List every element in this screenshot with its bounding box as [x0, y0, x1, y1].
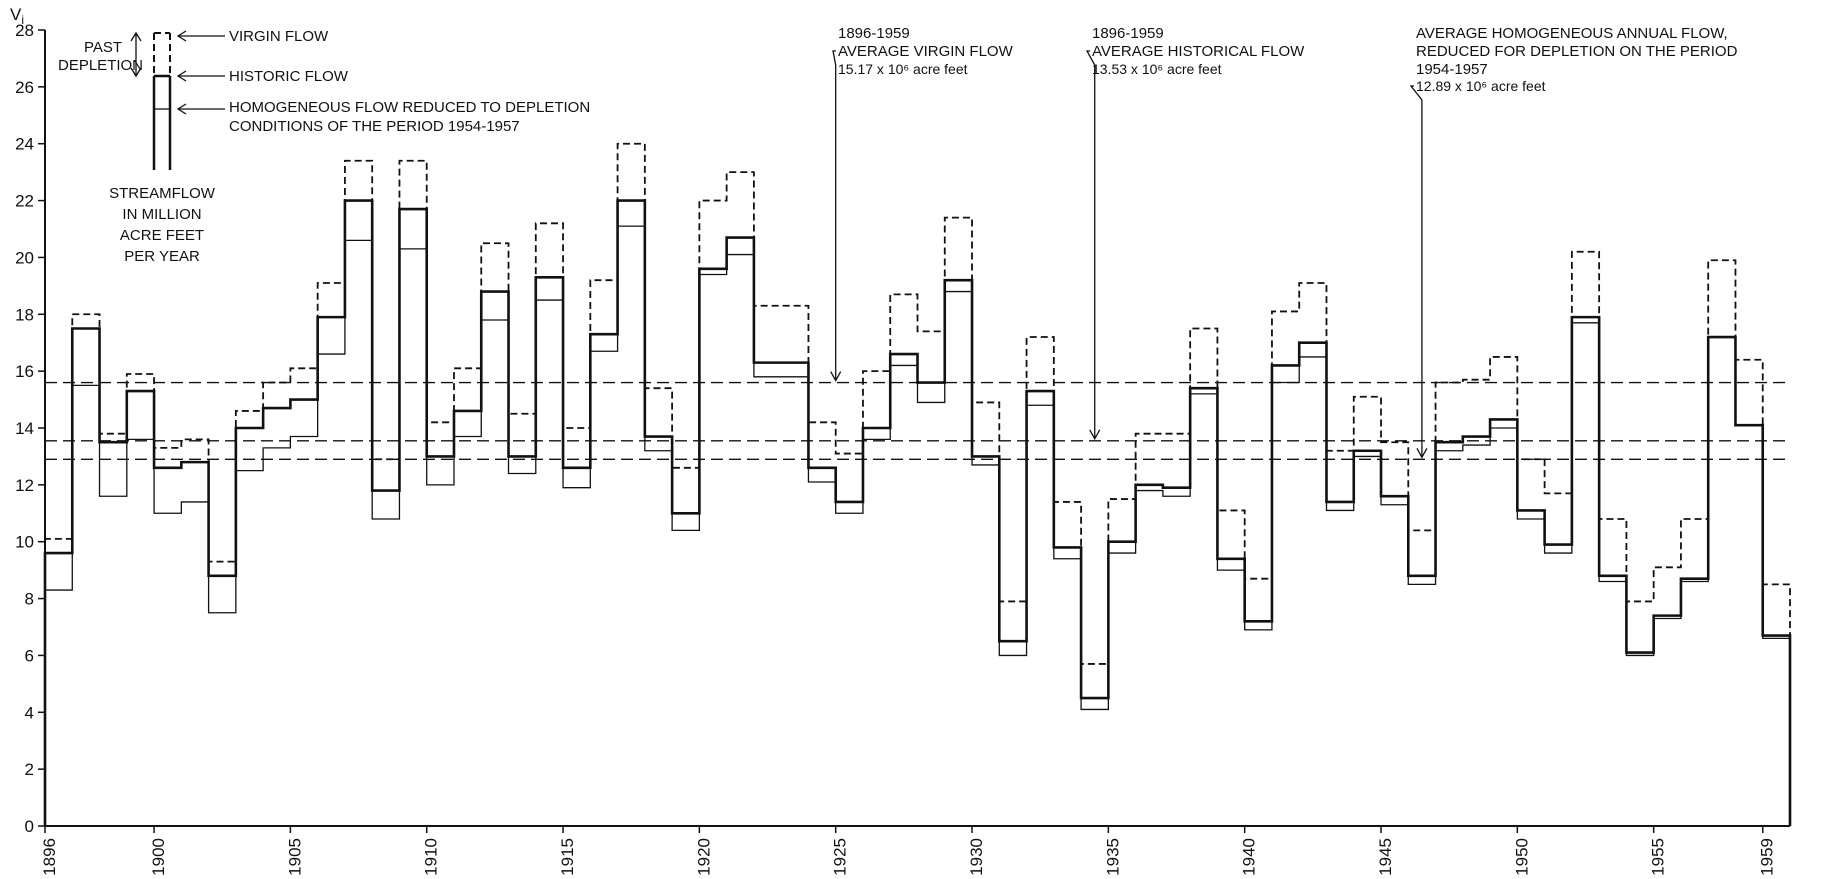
y-tick-label: 8	[25, 590, 34, 609]
annotation-historic-period: 1896-1959	[1092, 25, 1164, 42]
annotation-virgin-period: 1896-1959	[838, 25, 910, 42]
x-tick-label: 1959	[1758, 838, 1777, 876]
y-tick-label: 4	[25, 703, 34, 722]
legend-depletion-arrow-up	[130, 31, 142, 42]
annotation-historic-leader	[1085, 50, 1096, 439]
legend-historic-bar	[152, 74, 172, 170]
legend-homog-pointer-head	[176, 103, 187, 115]
annotation-homog-leader	[1409, 85, 1423, 458]
legend-homog-label-2: CONDITIONS OF THE PERIOD 1954-1957	[229, 118, 520, 135]
annotation-historic-average: 1896-1959 AVERAGE HISTORICAL FLOW 13.53 …	[1085, 25, 1305, 441]
y-tick-label: 24	[15, 135, 34, 154]
y-tick-label: 0	[25, 817, 34, 836]
series-line-dashed	[44, 142, 1791, 826]
x-tick-label: 1950	[1512, 838, 1531, 876]
series-line-solid-bold	[43, 199, 1792, 826]
series-group	[43, 142, 1792, 826]
annotation-historic-value: 13.53 x 10⁶ acre feet	[1092, 61, 1222, 77]
x-tick-label: 1905	[285, 838, 304, 876]
legend-virgin-pointer-head	[176, 30, 187, 42]
annotations: 1896-1959 AVERAGE VIRGIN FLOW 15.17 x 10…	[830, 25, 1738, 459]
legend-units-4: PER YEAR	[124, 248, 200, 265]
annotation-virgin-value: 15.17 x 10⁶ acre feet	[838, 61, 968, 77]
y-axis-symbol: Vi	[10, 5, 24, 27]
series-line-solid-thin	[44, 225, 1791, 826]
annotation-virgin-arrowhead	[830, 371, 842, 382]
x-tick-label: 1920	[694, 838, 713, 876]
y-tick-label: 6	[25, 646, 34, 665]
annotation-homog-period: 1954-1957	[1416, 61, 1488, 78]
x-tick-label: 1935	[1103, 838, 1122, 876]
annotation-homog-value: 12.89 x 10⁶ acre feet	[1416, 78, 1546, 94]
legend-homog-label-1: HOMOGENEOUS FLOW REDUCED TO DEPLETION	[229, 99, 590, 116]
annotation-homog-arrowhead	[1416, 447, 1428, 459]
annotation-historic-title: AVERAGE HISTORICAL FLOW	[1092, 43, 1305, 60]
y-tick-label: 18	[15, 305, 34, 324]
x-tick-label: 1955	[1649, 838, 1668, 876]
x-ticks: 1896 1900 1905 1910 1915 1920 1925 1930 1935 1940…	[40, 826, 1777, 876]
annotation-homogeneous-average: AVERAGE HOMOGENEOUS ANNUAL FLOW, REDUCED…	[1409, 25, 1738, 459]
annotation-virgin-average: 1896-1959 AVERAGE VIRGIN FLOW 15.17 x 10…	[830, 25, 1014, 382]
y-tick-label: 26	[15, 78, 34, 97]
annotation-homog-title: AVERAGE HOMOGENEOUS ANNUAL FLOW,	[1416, 25, 1728, 42]
y-tick-label: 2	[25, 760, 34, 779]
x-tick-label: 1915	[558, 838, 577, 876]
y-tick-label: 22	[15, 192, 34, 211]
y-tick-label: 16	[15, 362, 34, 381]
y-tick-label: 28	[15, 21, 34, 40]
annotation-virgin-leader	[832, 50, 837, 381]
annotation-historic-arrowhead	[1089, 429, 1101, 441]
x-tick-label: 1945	[1376, 838, 1395, 876]
legend-historic-label: HISTORIC FLOW	[229, 68, 349, 85]
legend: PAST DEPLETION VIRGIN FLOW HISTORIC FLOW…	[58, 28, 590, 265]
legend-virgin-label: VIRGIN FLOW	[229, 28, 329, 45]
legend-virgin-bar	[153, 32, 171, 76]
y-tick-label: 14	[15, 419, 34, 438]
legend-historic-pointer-head	[176, 70, 187, 82]
y-tick-label: 10	[15, 533, 34, 552]
y-tick-label: 12	[15, 476, 34, 495]
x-tick-label: 1925	[831, 838, 850, 876]
annotation-virgin-title: AVERAGE VIRGIN FLOW	[838, 43, 1014, 60]
legend-units-2: IN MILLION	[122, 206, 201, 223]
legend-depletion-label: DEPLETION	[58, 57, 143, 74]
annotation-homog-period-label: REDUCED FOR DEPLETION ON THE PERIOD	[1416, 43, 1738, 60]
x-tick-label: 1930	[967, 838, 986, 876]
legend-units-3: ACRE FEET	[120, 227, 204, 244]
y-tick-label: 20	[15, 248, 34, 267]
y-axis-symbol-sub: i	[21, 13, 24, 27]
legend-depletion-arrow-down	[130, 67, 142, 78]
legend-past-label: PAST	[84, 39, 122, 56]
x-tick-label: 1940	[1240, 838, 1259, 876]
x-tick-label: 1910	[422, 838, 441, 876]
x-tick-label: 1896	[40, 838, 59, 876]
x-tick-label: 1900	[149, 838, 168, 876]
legend-units-1: STREAMFLOW	[109, 185, 216, 202]
